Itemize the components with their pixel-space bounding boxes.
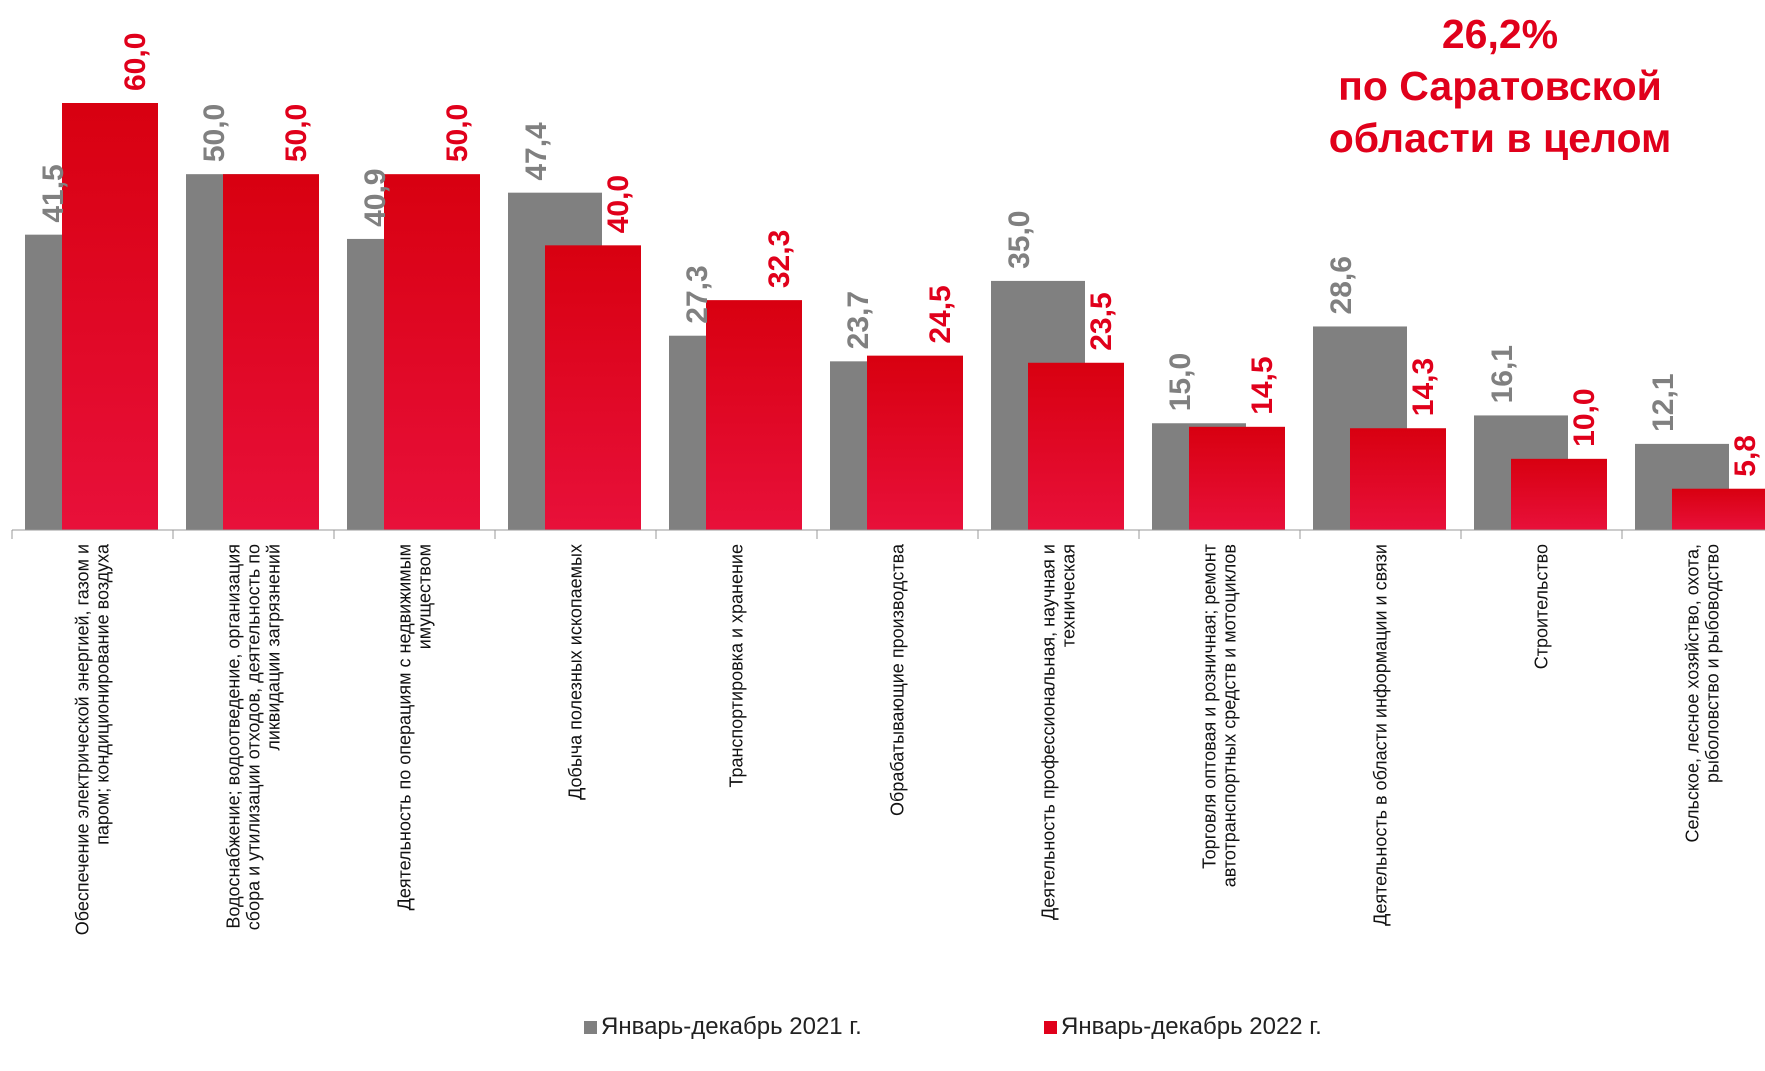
category-label-6: Деятельность профессиональная, научная и… — [1039, 544, 1079, 920]
bar-2022-8 — [1350, 428, 1446, 530]
bar-2022-4 — [706, 300, 802, 530]
bar-2022-2 — [384, 174, 480, 530]
category-label-4: Транспортировка и хранение — [727, 544, 747, 788]
value-label-2021-0: 41,5 — [37, 164, 70, 222]
value-label-2021-10: 12,1 — [1647, 373, 1680, 431]
value-label-2022-4: 32,3 — [763, 230, 796, 288]
bar-2022-0 — [62, 103, 158, 530]
total-annotation: 26,2% по Саратовской области в целом — [1300, 8, 1700, 164]
value-label-2021-6: 35,0 — [1003, 211, 1036, 269]
legend-item-2021: Январь-декабрь 2021 г. — [584, 1013, 862, 1041]
legend-swatch-2021 — [584, 1020, 597, 1034]
legend-swatch-2022 — [1044, 1020, 1057, 1034]
value-label-2022-6: 23,5 — [1085, 292, 1118, 350]
category-label-3: Добыча полезных ископаемых — [566, 544, 586, 800]
value-label-2022-0: 60,0 — [119, 33, 152, 91]
annotation-line-3: области в целом — [1328, 115, 1672, 161]
value-label-2021-8: 28,6 — [1325, 256, 1358, 314]
legend-label-2021: Январь-декабрь 2021 г. — [601, 1013, 862, 1040]
bar-2022-10 — [1672, 488, 1765, 530]
value-label-2022-10: 5,8 — [1729, 435, 1762, 477]
value-label-2022-8: 14,3 — [1407, 358, 1440, 416]
value-label-2021-9: 16,1 — [1486, 345, 1519, 403]
value-label-2021-5: 23,7 — [842, 291, 875, 349]
category-label-0: Обеспечение электрической энергией, газо… — [73, 543, 113, 935]
value-label-2021-1: 50,0 — [198, 104, 231, 162]
value-label-2022-7: 14,5 — [1246, 356, 1279, 414]
category-label-9: Строительство — [1532, 544, 1552, 669]
value-label-2021-2: 40,9 — [359, 169, 392, 227]
bar-2022-1 — [223, 174, 319, 530]
annotation-line-2: по Саратовской — [1338, 63, 1662, 109]
category-label-8: Деятельность в области информации и связ… — [1371, 544, 1391, 926]
category-label-7: Торговля оптовая и розничная; ремонтавто… — [1200, 544, 1240, 887]
bar-2022-7 — [1189, 426, 1285, 530]
legend-label-2022: Январь-декабрь 2022 г. — [1061, 1013, 1322, 1040]
value-label-2021-7: 15,0 — [1164, 353, 1197, 411]
category-label-5: Обрабатывающие производства — [888, 543, 908, 816]
value-label-2021-4: 27,3 — [681, 265, 714, 323]
value-label-2022-5: 24,5 — [924, 285, 957, 343]
bar-2022-5 — [867, 355, 963, 530]
category-label-10: Сельское, лесное хозяйство, охота,рыболо… — [1683, 544, 1723, 842]
annotation-value: 26,2% — [1441, 11, 1559, 57]
value-label-2021-3: 47,4 — [520, 122, 553, 181]
category-label-2: Деятельность по операциям с недвижимымим… — [395, 544, 435, 910]
bar-2022-9 — [1511, 458, 1607, 530]
value-label-2022-1: 50,0 — [280, 104, 313, 162]
value-label-2022-3: 40,0 — [602, 175, 635, 233]
bar-2022-3 — [545, 245, 641, 531]
value-label-2022-2: 50,0 — [441, 104, 474, 162]
bar-2022-6 — [1028, 362, 1124, 530]
category-label-1: Водоснабжение; водоотведение, организаци… — [224, 544, 284, 930]
value-label-2022-9: 10,0 — [1568, 388, 1601, 446]
legend-item-2022: Январь-декабрь 2022 г. — [1044, 1013, 1322, 1041]
